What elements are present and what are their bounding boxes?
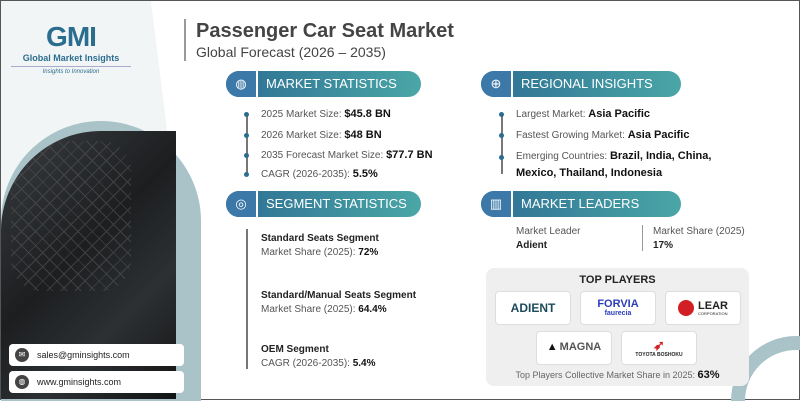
- section-heading: SEGMENT STATISTICS: [266, 196, 407, 212]
- regional-insights-header: ⊕ REGIONAL INSIGHTS: [481, 71, 681, 97]
- top-players-heading: TOP PLAYERS: [579, 274, 656, 286]
- market-statistics-header: ◍ MARKET STATISTICS: [226, 71, 421, 97]
- segment-item: Standard/Manual Seats Segment Market Shar…: [261, 290, 417, 315]
- timeline-line: [246, 114, 248, 176]
- page-title: Passenger Car Seat Market: [196, 20, 454, 42]
- logo-name: Global Market Insights: [11, 53, 131, 67]
- section-heading: MARKET LEADERS: [521, 196, 640, 212]
- adient-logo: ADIENT: [495, 291, 571, 325]
- market-leader: Market Leader Adient: [516, 226, 581, 251]
- section-heading: MARKET STATISTICS: [266, 76, 397, 92]
- timeline-line: [246, 229, 248, 369]
- region-item: Fastest Growing Market: Asia Pacific: [516, 129, 690, 141]
- globe-chart-icon: ◍: [226, 71, 258, 97]
- bullet: [499, 133, 504, 138]
- logo-mark: GMI: [46, 21, 97, 52]
- segment-item: Standard Seats Segment Market Share (2025…: [261, 233, 379, 258]
- page-subtitle: Global Forecast (2026 – 2035): [196, 44, 386, 60]
- lear-logo: LEAR CORPORATION: [665, 291, 741, 325]
- segment-item: OEM Segment CAGR (2026-2035): 5.4%: [261, 344, 376, 369]
- forvia-logo: FORVIA faurecia: [580, 291, 656, 325]
- bullet: [499, 112, 504, 117]
- magna-logo: ▲ MAGNA: [536, 331, 612, 365]
- section-heading: REGIONAL INSIGHTS: [521, 76, 653, 92]
- target-icon: ◎: [226, 191, 258, 217]
- globe-icon: ◍: [15, 375, 29, 389]
- market-leader-share: Market Share (2025) 17%: [653, 226, 745, 251]
- bullet: [244, 153, 249, 158]
- stat-item: 2025 Market Size: $45.8 BN: [261, 108, 391, 120]
- bullet: [244, 112, 249, 117]
- divider: [642, 225, 643, 251]
- timeline-line: [501, 114, 503, 174]
- bullet: [244, 172, 249, 177]
- region-item-continued: Mexico, Thailand, Indonesia: [516, 167, 663, 179]
- toyota-boshoku-logo: ➶ TOYOTA BOSHOKU: [621, 331, 697, 365]
- page-header: Passenger Car Seat Market Global Forecas…: [184, 19, 454, 61]
- stat-item: 2035 Forecast Market Size: $77.7 BN: [261, 149, 433, 161]
- website-link[interactable]: www.gminsights.com: [37, 376, 122, 387]
- region-item: Emerging Countries: Brazil, India, China…: [516, 150, 712, 162]
- email-contact[interactable]: ✉ sales@gminsights.com: [9, 344, 184, 366]
- building-chart-icon: ▥: [481, 191, 513, 217]
- top-players-share: Top Players Collective Market Share in 2…: [515, 369, 720, 381]
- bullet: [244, 133, 249, 138]
- email-icon: ✉: [15, 348, 29, 362]
- segment-statistics-header: ◎ SEGMENT STATISTICS: [226, 191, 421, 217]
- market-leaders-header: ▥ MARKET LEADERS: [481, 191, 681, 217]
- website-contact[interactable]: ◍ www.gminsights.com: [9, 371, 184, 393]
- logo-tagline: Insights to Innovation: [42, 68, 100, 75]
- stat-item: 2026 Market Size: $48 BN: [261, 129, 382, 141]
- gmi-logo: GMI Global Market Insights Insights to I…: [11, 21, 131, 76]
- region-item: Largest Market: Asia Pacific: [516, 108, 651, 120]
- email-link[interactable]: sales@gminsights.com: [37, 349, 130, 360]
- bullet: [499, 155, 504, 160]
- globe-icon: ⊕: [481, 71, 513, 97]
- top-players-panel: TOP PLAYERS ADIENT FORVIA faurecia LEAR CO…: [486, 268, 749, 386]
- stat-item: CAGR (2026-2035): 5.5%: [261, 168, 378, 180]
